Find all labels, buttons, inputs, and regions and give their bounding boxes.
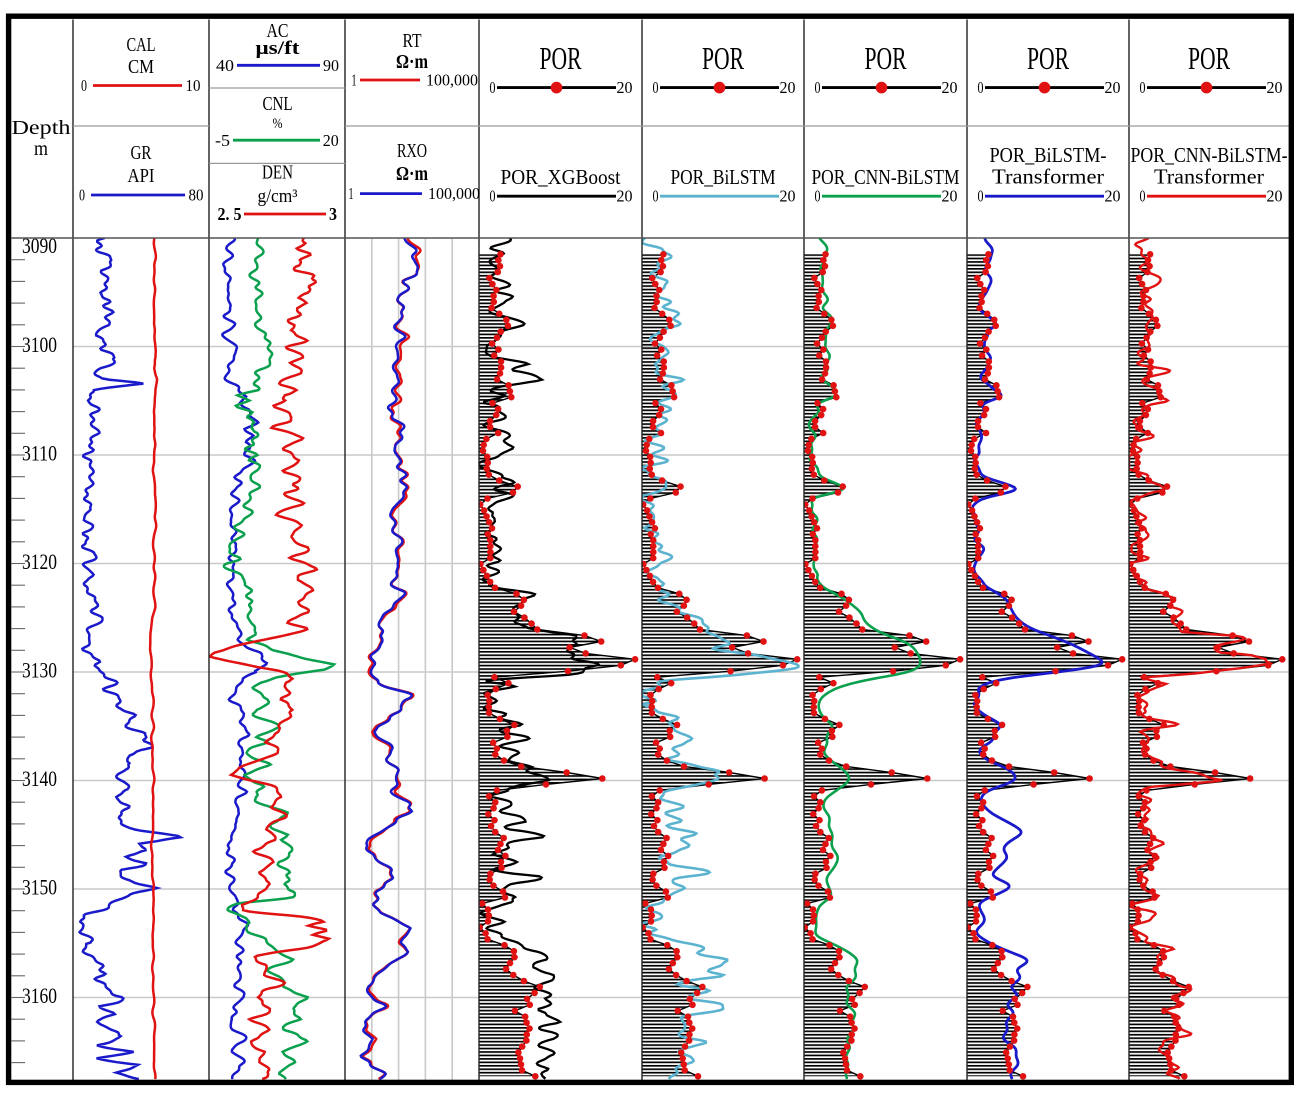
svg-text:20: 20: [942, 187, 958, 206]
svg-text:100,000: 100,000: [426, 71, 478, 90]
svg-text:20: 20: [1267, 187, 1283, 206]
svg-text:0: 0: [815, 187, 821, 206]
svg-text:20: 20: [1105, 187, 1121, 206]
svg-text:0: 0: [490, 78, 496, 97]
svg-text:g/cm³: g/cm³: [258, 186, 298, 207]
svg-text:POR_BiLSTM-: POR_BiLSTM-: [990, 143, 1107, 167]
svg-text:3110: 3110: [22, 441, 57, 466]
svg-text:API: API: [128, 165, 155, 187]
svg-text:POR_CNN-BiLSTM-: POR_CNN-BiLSTM-: [1131, 143, 1288, 167]
svg-text:AC: AC: [267, 20, 289, 42]
svg-text:0: 0: [490, 187, 496, 206]
svg-text:10: 10: [186, 76, 201, 95]
svg-text:RXO: RXO: [397, 140, 427, 162]
svg-text:20: 20: [1105, 78, 1121, 97]
svg-text:POR_XGBoost: POR_XGBoost: [501, 165, 621, 189]
svg-text:CAL: CAL: [127, 34, 156, 56]
svg-text:0: 0: [1140, 78, 1146, 97]
svg-text:DEN: DEN: [262, 162, 293, 184]
svg-text:0: 0: [653, 78, 659, 97]
svg-text:POR: POR: [540, 40, 582, 76]
svg-text:0: 0: [79, 186, 85, 205]
svg-text:3160: 3160: [22, 983, 57, 1008]
svg-text:20: 20: [780, 187, 796, 206]
svg-text:3100: 3100: [22, 332, 57, 357]
svg-text:0: 0: [978, 187, 984, 206]
svg-text:Ω·m: Ω·m: [396, 51, 428, 73]
svg-text:GR: GR: [131, 142, 152, 164]
svg-text:0: 0: [1140, 187, 1146, 206]
svg-text:CNL: CNL: [263, 93, 293, 115]
svg-text:POR_BiLSTM: POR_BiLSTM: [671, 165, 776, 189]
svg-text:RT: RT: [403, 30, 422, 52]
svg-text:20: 20: [942, 78, 958, 97]
svg-text:3: 3: [329, 204, 337, 224]
svg-text:100,000: 100,000: [428, 184, 480, 203]
svg-text:80: 80: [189, 186, 204, 205]
svg-text:POR: POR: [1188, 40, 1230, 76]
svg-text:3130: 3130: [22, 658, 57, 683]
svg-text:POR_CNN-BiLSTM: POR_CNN-BiLSTM: [812, 165, 960, 189]
svg-text:3090: 3090: [22, 233, 57, 258]
svg-text:20: 20: [323, 131, 339, 150]
svg-text:20: 20: [617, 187, 633, 206]
svg-text:μs/ft: μs/ft: [256, 38, 301, 59]
svg-text:1: 1: [349, 184, 354, 203]
svg-text:Transformer: Transformer: [992, 165, 1104, 189]
svg-text:POR: POR: [702, 40, 744, 76]
svg-text:POR: POR: [865, 40, 907, 76]
svg-text:-5: -5: [215, 131, 230, 150]
svg-text:20: 20: [780, 78, 796, 97]
svg-text:3120: 3120: [22, 549, 57, 574]
svg-text:40: 40: [216, 56, 234, 75]
svg-text:POR: POR: [1027, 40, 1069, 76]
svg-text:%: %: [273, 116, 283, 132]
svg-text:0: 0: [978, 78, 984, 97]
svg-text:CM: CM: [128, 56, 154, 78]
svg-text:20: 20: [617, 78, 633, 97]
svg-text:90: 90: [323, 56, 339, 75]
svg-text:Ω·m: Ω·m: [396, 163, 428, 185]
svg-text:0: 0: [81, 76, 87, 95]
svg-text:20: 20: [1267, 78, 1283, 97]
svg-text:2. 5: 2. 5: [218, 204, 242, 224]
svg-text:Transformer: Transformer: [1154, 165, 1264, 189]
svg-text:3150: 3150: [22, 875, 57, 900]
svg-text:0: 0: [815, 78, 821, 97]
svg-text:Depth: Depth: [12, 117, 71, 139]
svg-text:m: m: [34, 138, 48, 160]
svg-text:0: 0: [653, 187, 659, 206]
svg-text:1: 1: [352, 71, 357, 90]
svg-text:3140: 3140: [22, 766, 57, 791]
